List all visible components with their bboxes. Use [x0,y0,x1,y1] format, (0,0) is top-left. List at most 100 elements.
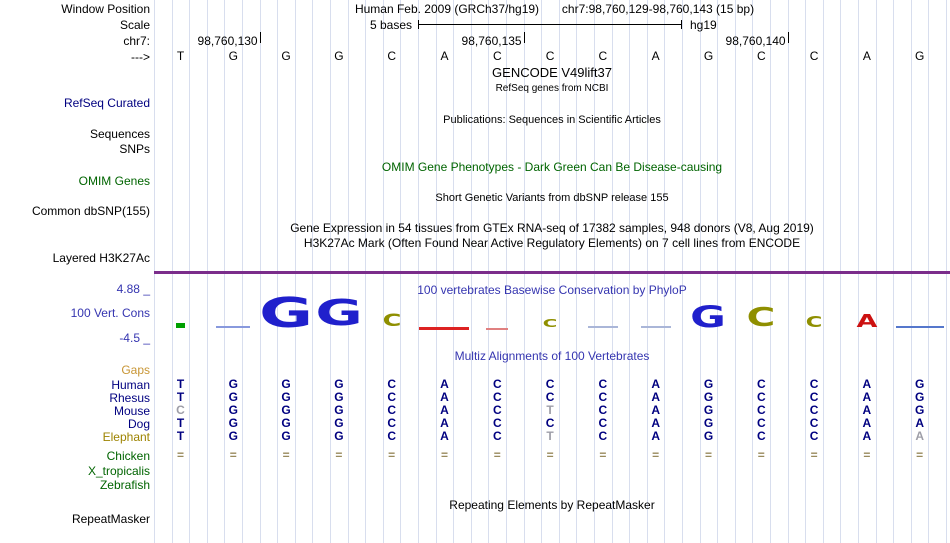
alignment-base: A [440,377,449,391]
conservation-min-label: -4.5 _ [119,331,150,345]
alignment-base: = [493,448,501,462]
species-label-elephant[interactable]: Elephant [102,430,150,444]
ruler-base: C [809,49,819,63]
alignment-base: = [229,448,237,462]
track-title-phylop[interactable]: 100 vertebrates Basewise Conservation by… [417,283,687,297]
species-label-x_tropicalis[interactable]: X_tropicalis [87,464,150,478]
conservation-bar [175,323,185,328]
ruler-base: G [915,49,925,63]
alignment-base: G [281,403,291,417]
track-label-omim-genes[interactable]: OMIM Genes [78,174,150,188]
conservation-letter: G [690,299,727,334]
conservation-letter: G [315,293,363,335]
alignment-base: = [282,448,290,462]
track-title-publications[interactable]: Publications: Sequences in Scientific Ar… [443,114,661,126]
conservation-letter: C [542,316,558,330]
track-title-multiz[interactable]: Multiz Alignments of 100 Vertebrates [454,349,650,363]
ruler-base: A [440,49,449,63]
conservation-max-label: 4.88 _ [116,282,150,296]
scale-assembly: hg19 [690,18,717,32]
alignment-base: G [228,390,238,404]
track-label-100-vert-cons[interactable]: 100 Vert. Cons [70,306,150,320]
track-title-gtex[interactable]: Gene Expression in 54 tissues from GTEx … [290,221,814,235]
species-label-dog[interactable]: Dog [127,417,150,431]
track-label-common-dbsnp[interactable]: Common dbSNP(155) [31,204,150,218]
alignment-base: T [546,403,554,417]
ruler-base: C [756,49,766,63]
ruler-coordinate: 98,760,130 [197,34,258,48]
track-label-refseq-curated[interactable]: RefSeq Curated [63,96,150,110]
alignment-base: T [176,429,185,443]
alignment-base: C [598,416,608,430]
alignment-base: C [756,416,766,430]
ruler-base: C [598,49,608,63]
conservation-bar [486,328,509,330]
alignment-base: A [440,390,449,404]
track-label-repeatmasker[interactable]: RepeatMasker [71,512,150,526]
alignment-base: A [651,429,661,443]
track-title-h3k27ac[interactable]: H3K27Ac Mark (Often Found Near Active Re… [303,236,801,250]
alignment-base: C [598,403,608,417]
track-label-snps[interactable]: SNPs [119,142,150,156]
track-subtitle-refseq[interactable]: RefSeq genes from NCBI [495,83,609,94]
alignment-base: G [334,429,344,443]
track-title-repeatmasker[interactable]: Repeating Elements by RepeatMasker [449,498,655,512]
alignment-base: A [651,416,661,430]
species-label-human[interactable]: Human [111,378,150,392]
position-title: chr7:98,760,129-98,760,143 (15 bp) [561,2,755,16]
track-title-omim[interactable]: OMIM Gene Phenotypes - Dark Green Can Be… [381,160,723,174]
alignment-base: G [703,403,714,417]
alignment-base: T [176,416,185,430]
alignment-base: G [334,377,344,391]
alignment-base: A [915,429,925,443]
alignment-base: G [281,377,291,391]
species-label-mouse[interactable]: Mouse [113,404,150,418]
alignment-base: T [176,390,185,404]
ruler-coordinate: 98,760,135 [461,34,522,48]
ruler-base: C [545,49,555,63]
species-label-zebrafish[interactable]: Zebrafish [99,478,150,492]
track-title-gencode[interactable]: GENCODE V49lift37 [492,65,612,80]
chromosome-label: chr7: [123,34,150,48]
alignment-base: = [388,448,396,462]
alignment-base: G [915,403,925,417]
alignment-base: A [862,403,872,417]
track-label-sequences[interactable]: Sequences [89,127,150,141]
ruler-base: C [492,49,502,63]
alignment-base: C [492,429,502,443]
alignment-base: = [863,448,871,462]
conservation-bar [419,327,470,330]
alignment-base: = [335,448,343,462]
alignment-base: = [810,448,818,462]
scale-bar-right-tick [681,20,682,29]
alignment-base: A [440,429,449,443]
alignment-base: G [703,390,714,404]
species-label-rhesus[interactable]: Rhesus [109,391,150,405]
alignment-base: G [281,416,291,430]
alignment-base: T [546,429,554,443]
gaps-row-label[interactable]: Gaps [121,363,150,377]
alignment-base: = [599,448,607,462]
species-label-chicken[interactable]: Chicken [106,449,150,463]
alignment-base: C [598,429,608,443]
alignment-base: G [281,390,291,404]
ruler-base: A [651,49,660,63]
alignment-base: A [651,403,661,417]
conservation-bar [640,326,671,328]
conservation-letter: C [805,312,823,331]
alignment-base: G [334,416,344,430]
alignment-base: A [862,429,872,443]
scale-bar [418,24,682,25]
track-title-dbsnp[interactable]: Short Genetic Variants from dbSNP releas… [435,192,669,204]
alignment-base: C [598,390,608,404]
h3k27ac-track-bar [154,271,950,274]
track-label-layered-h3k27ac[interactable]: Layered H3K27Ac [52,251,150,265]
alignment-base: G [228,429,238,443]
alignment-base: A [862,377,872,391]
ruler-coordinate: 98,760,140 [725,34,786,48]
alignment-base: C [492,403,502,417]
alignment-base: C [756,403,766,417]
scale-row-label: Scale [119,18,150,32]
alignment-base: = [916,448,924,462]
ruler-tick [787,32,789,43]
